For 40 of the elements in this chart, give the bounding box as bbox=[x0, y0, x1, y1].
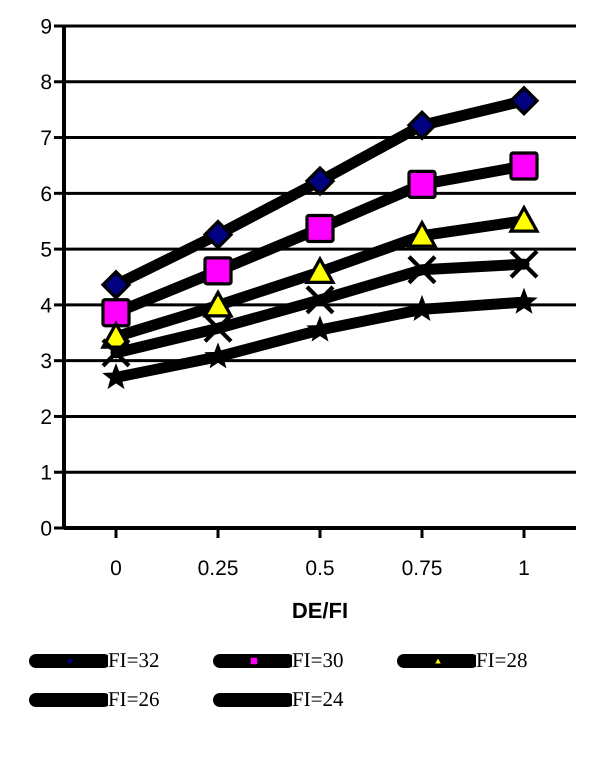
point bbox=[509, 86, 539, 116]
legend-label: FI=26 bbox=[108, 687, 160, 712]
point bbox=[305, 166, 335, 196]
legend-label: FI=32 bbox=[108, 648, 160, 673]
point bbox=[203, 290, 233, 318]
point bbox=[305, 257, 335, 284]
point bbox=[508, 249, 540, 280]
point bbox=[406, 254, 438, 285]
point bbox=[407, 221, 437, 248]
y-tick-label: 8 bbox=[40, 71, 52, 94]
y-tick-label: 1 bbox=[40, 462, 52, 485]
y-tick-label: 4 bbox=[40, 294, 52, 318]
point bbox=[509, 206, 539, 233]
x-tick-label: 0.5 bbox=[305, 556, 335, 580]
y-tick-label: 3 bbox=[40, 350, 52, 374]
point bbox=[100, 338, 132, 368]
x-tick-label: 0.25 bbox=[198, 556, 238, 580]
point bbox=[509, 151, 539, 181]
legend-label: FI=30 bbox=[292, 648, 344, 673]
x-tick-label: 0.75 bbox=[402, 556, 442, 580]
point bbox=[407, 170, 437, 200]
y-tick-label: 2 bbox=[40, 406, 52, 429]
point bbox=[203, 220, 233, 250]
x-tick-label: 0 bbox=[110, 556, 122, 580]
y-tick-label: 9 bbox=[40, 15, 52, 38]
point bbox=[511, 288, 537, 314]
point bbox=[203, 256, 233, 286]
point bbox=[407, 110, 437, 140]
y-tick-label: 5 bbox=[40, 238, 52, 262]
legend-label: FI=24 bbox=[292, 687, 344, 712]
x-tick-label: 1 bbox=[518, 556, 530, 580]
point bbox=[101, 298, 131, 328]
point bbox=[101, 270, 131, 300]
x-axis-title: DE/FI bbox=[292, 598, 348, 623]
point bbox=[305, 214, 335, 244]
y-tick-label: 7 bbox=[40, 127, 52, 150]
y-tick-label: 6 bbox=[40, 182, 52, 206]
legend-label: FI=28 bbox=[476, 648, 528, 673]
point bbox=[304, 284, 336, 315]
y-tick-label: 0 bbox=[40, 517, 52, 540]
